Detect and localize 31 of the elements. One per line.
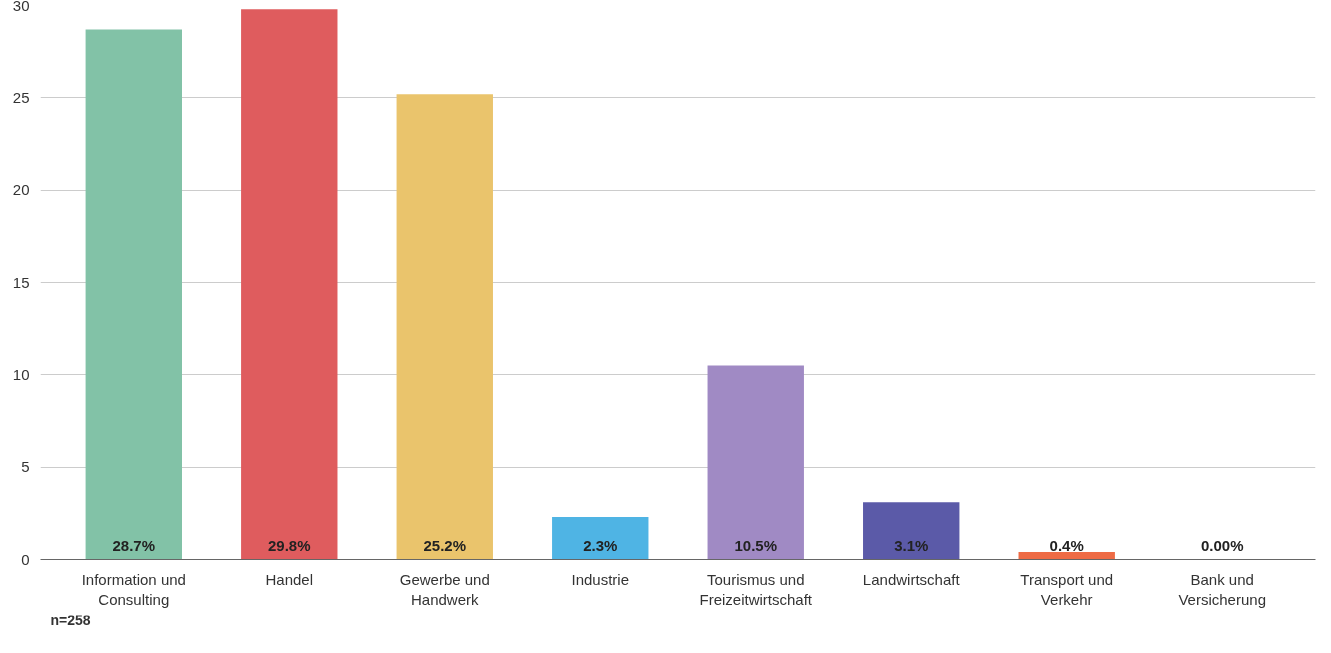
x-tick-label: Information und Consulting (81, 570, 186, 608)
x-tick-label: Industrie (571, 570, 630, 588)
data-label: 28.7% (112, 536, 156, 554)
y-tick-label: 0 (21, 550, 30, 568)
bar (863, 502, 960, 560)
data-label: 10.5% (734, 536, 778, 554)
data-label: 0.4% (1049, 536, 1084, 554)
bar (1018, 552, 1115, 560)
y-tick-label: 25 (12, 88, 30, 106)
data-label: 3.1% (894, 536, 929, 554)
y-tick-label: 15 (12, 273, 30, 291)
data-label: 25.2% (423, 536, 467, 554)
text: n=258 (50, 611, 91, 628)
bar (396, 94, 493, 560)
bar (85, 29, 182, 560)
x-tick-label: Tourismus und Freizeitwirtschaft (699, 570, 813, 608)
x-tick-label: Bank und Versicherung (1178, 570, 1266, 608)
y-tick-label: 30 (12, 0, 30, 14)
data-label: 0.00% (1200, 536, 1244, 554)
bar (552, 517, 649, 560)
x-tick-label: Landwirtschaft (862, 570, 961, 588)
x-tick-label: Gewerbe und Handwerk (399, 570, 490, 608)
bar (241, 9, 338, 560)
bar (707, 365, 804, 560)
y-tick-label: 10 (12, 365, 30, 383)
y-tick-label: 5 (21, 458, 30, 476)
data-label: 2.3% (583, 536, 618, 554)
y-tick-label: 20 (12, 181, 30, 199)
x-tick-label: Handel (265, 570, 314, 588)
x-tick-label: Transport und Verkehr (1020, 570, 1114, 608)
data-label: 29.8% (268, 536, 311, 554)
